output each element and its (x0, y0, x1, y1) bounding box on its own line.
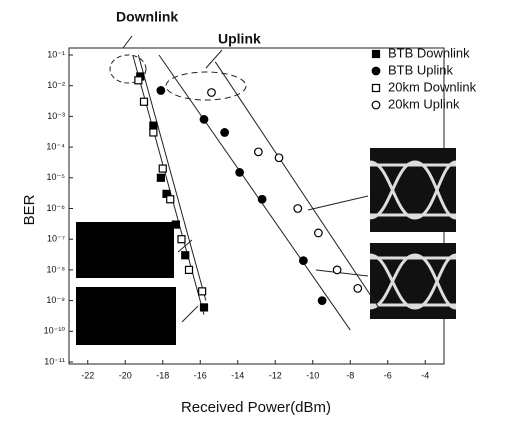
data-point (275, 154, 283, 162)
data-point (208, 89, 216, 97)
data-point (178, 236, 185, 243)
arrow (182, 306, 198, 322)
data-point (315, 229, 323, 237)
legend-label: 20km Downlink (388, 79, 477, 94)
inset-image (76, 222, 174, 278)
x-tick-label: -20 (119, 370, 132, 380)
annotation: Uplink (218, 31, 261, 47)
x-tick-label: -14 (231, 370, 244, 380)
data-point (199, 288, 206, 295)
y-tick-label: 10⁻¹ (47, 49, 65, 59)
data-point (150, 122, 157, 129)
uplink-ellipse (166, 72, 246, 100)
data-point (182, 252, 189, 259)
legend-marker (372, 101, 380, 109)
data-point (255, 148, 263, 156)
x-tick-label: -18 (156, 370, 169, 380)
data-point (167, 196, 174, 203)
chart: BER Received Power(dBm) -22 -20 -18 -16 -14 -… (0, 0, 525, 425)
arrow (316, 270, 368, 276)
y-tick-label: 10⁻⁵ (47, 172, 66, 182)
data-point (300, 257, 308, 265)
x-tick-label: -22 (81, 370, 94, 380)
eye-diagram (370, 148, 456, 232)
data-point (157, 87, 165, 95)
y-tick-label: 10⁻¹¹ (44, 356, 65, 366)
legend-marker (372, 67, 380, 75)
y-tick-label: 10⁻⁹ (46, 295, 65, 305)
x-axis-label: Received Power(dBm) (181, 399, 331, 416)
x-tick-label: -16 (194, 370, 207, 380)
data-point (157, 174, 164, 181)
y-tick-label: 10⁻² (47, 80, 65, 90)
data-point (186, 266, 193, 273)
y-tick-label: 10⁻⁴ (46, 141, 65, 151)
data-point (236, 169, 244, 177)
x-tick-label: -12 (269, 370, 282, 380)
legend-marker (373, 85, 380, 92)
arrow (123, 36, 132, 48)
inset-image (76, 287, 176, 345)
legend-label: BTB Downlink (388, 45, 470, 60)
y-tick-label: 10⁻⁷ (47, 234, 65, 244)
y-tick-label: 10⁻¹⁰ (44, 326, 66, 336)
data-point (258, 195, 266, 203)
y-axis-label: BER (21, 194, 38, 225)
x-tick-label: -8 (346, 370, 354, 380)
data-point (201, 304, 208, 311)
legend-marker (373, 51, 380, 58)
data-point (294, 205, 302, 213)
arrow (206, 50, 222, 68)
legend-label: BTB Uplink (388, 62, 454, 77)
data-point (354, 285, 362, 293)
x-tick-label: -6 (384, 370, 392, 380)
data-point (333, 266, 341, 274)
eye-diagram (370, 243, 456, 319)
data-point (318, 297, 326, 305)
y-tick-label: 10⁻⁶ (47, 203, 66, 213)
data-point (200, 116, 208, 124)
data-point (141, 98, 148, 105)
y-tick-label: 10⁻³ (47, 111, 65, 121)
x-tick-label: -10 (306, 370, 319, 380)
legend-label: 20km Uplink (388, 96, 460, 111)
annotation: Downlink (116, 9, 178, 25)
data-point (172, 221, 179, 228)
data-point (159, 165, 166, 172)
fit-line (215, 62, 380, 310)
data-point (150, 129, 157, 136)
arrow (308, 196, 368, 210)
data-point (135, 77, 142, 84)
fit-line (159, 55, 350, 330)
data-point (221, 129, 229, 137)
y-tick-label: 10⁻⁸ (46, 264, 65, 274)
x-tick-label: -4 (421, 370, 429, 380)
